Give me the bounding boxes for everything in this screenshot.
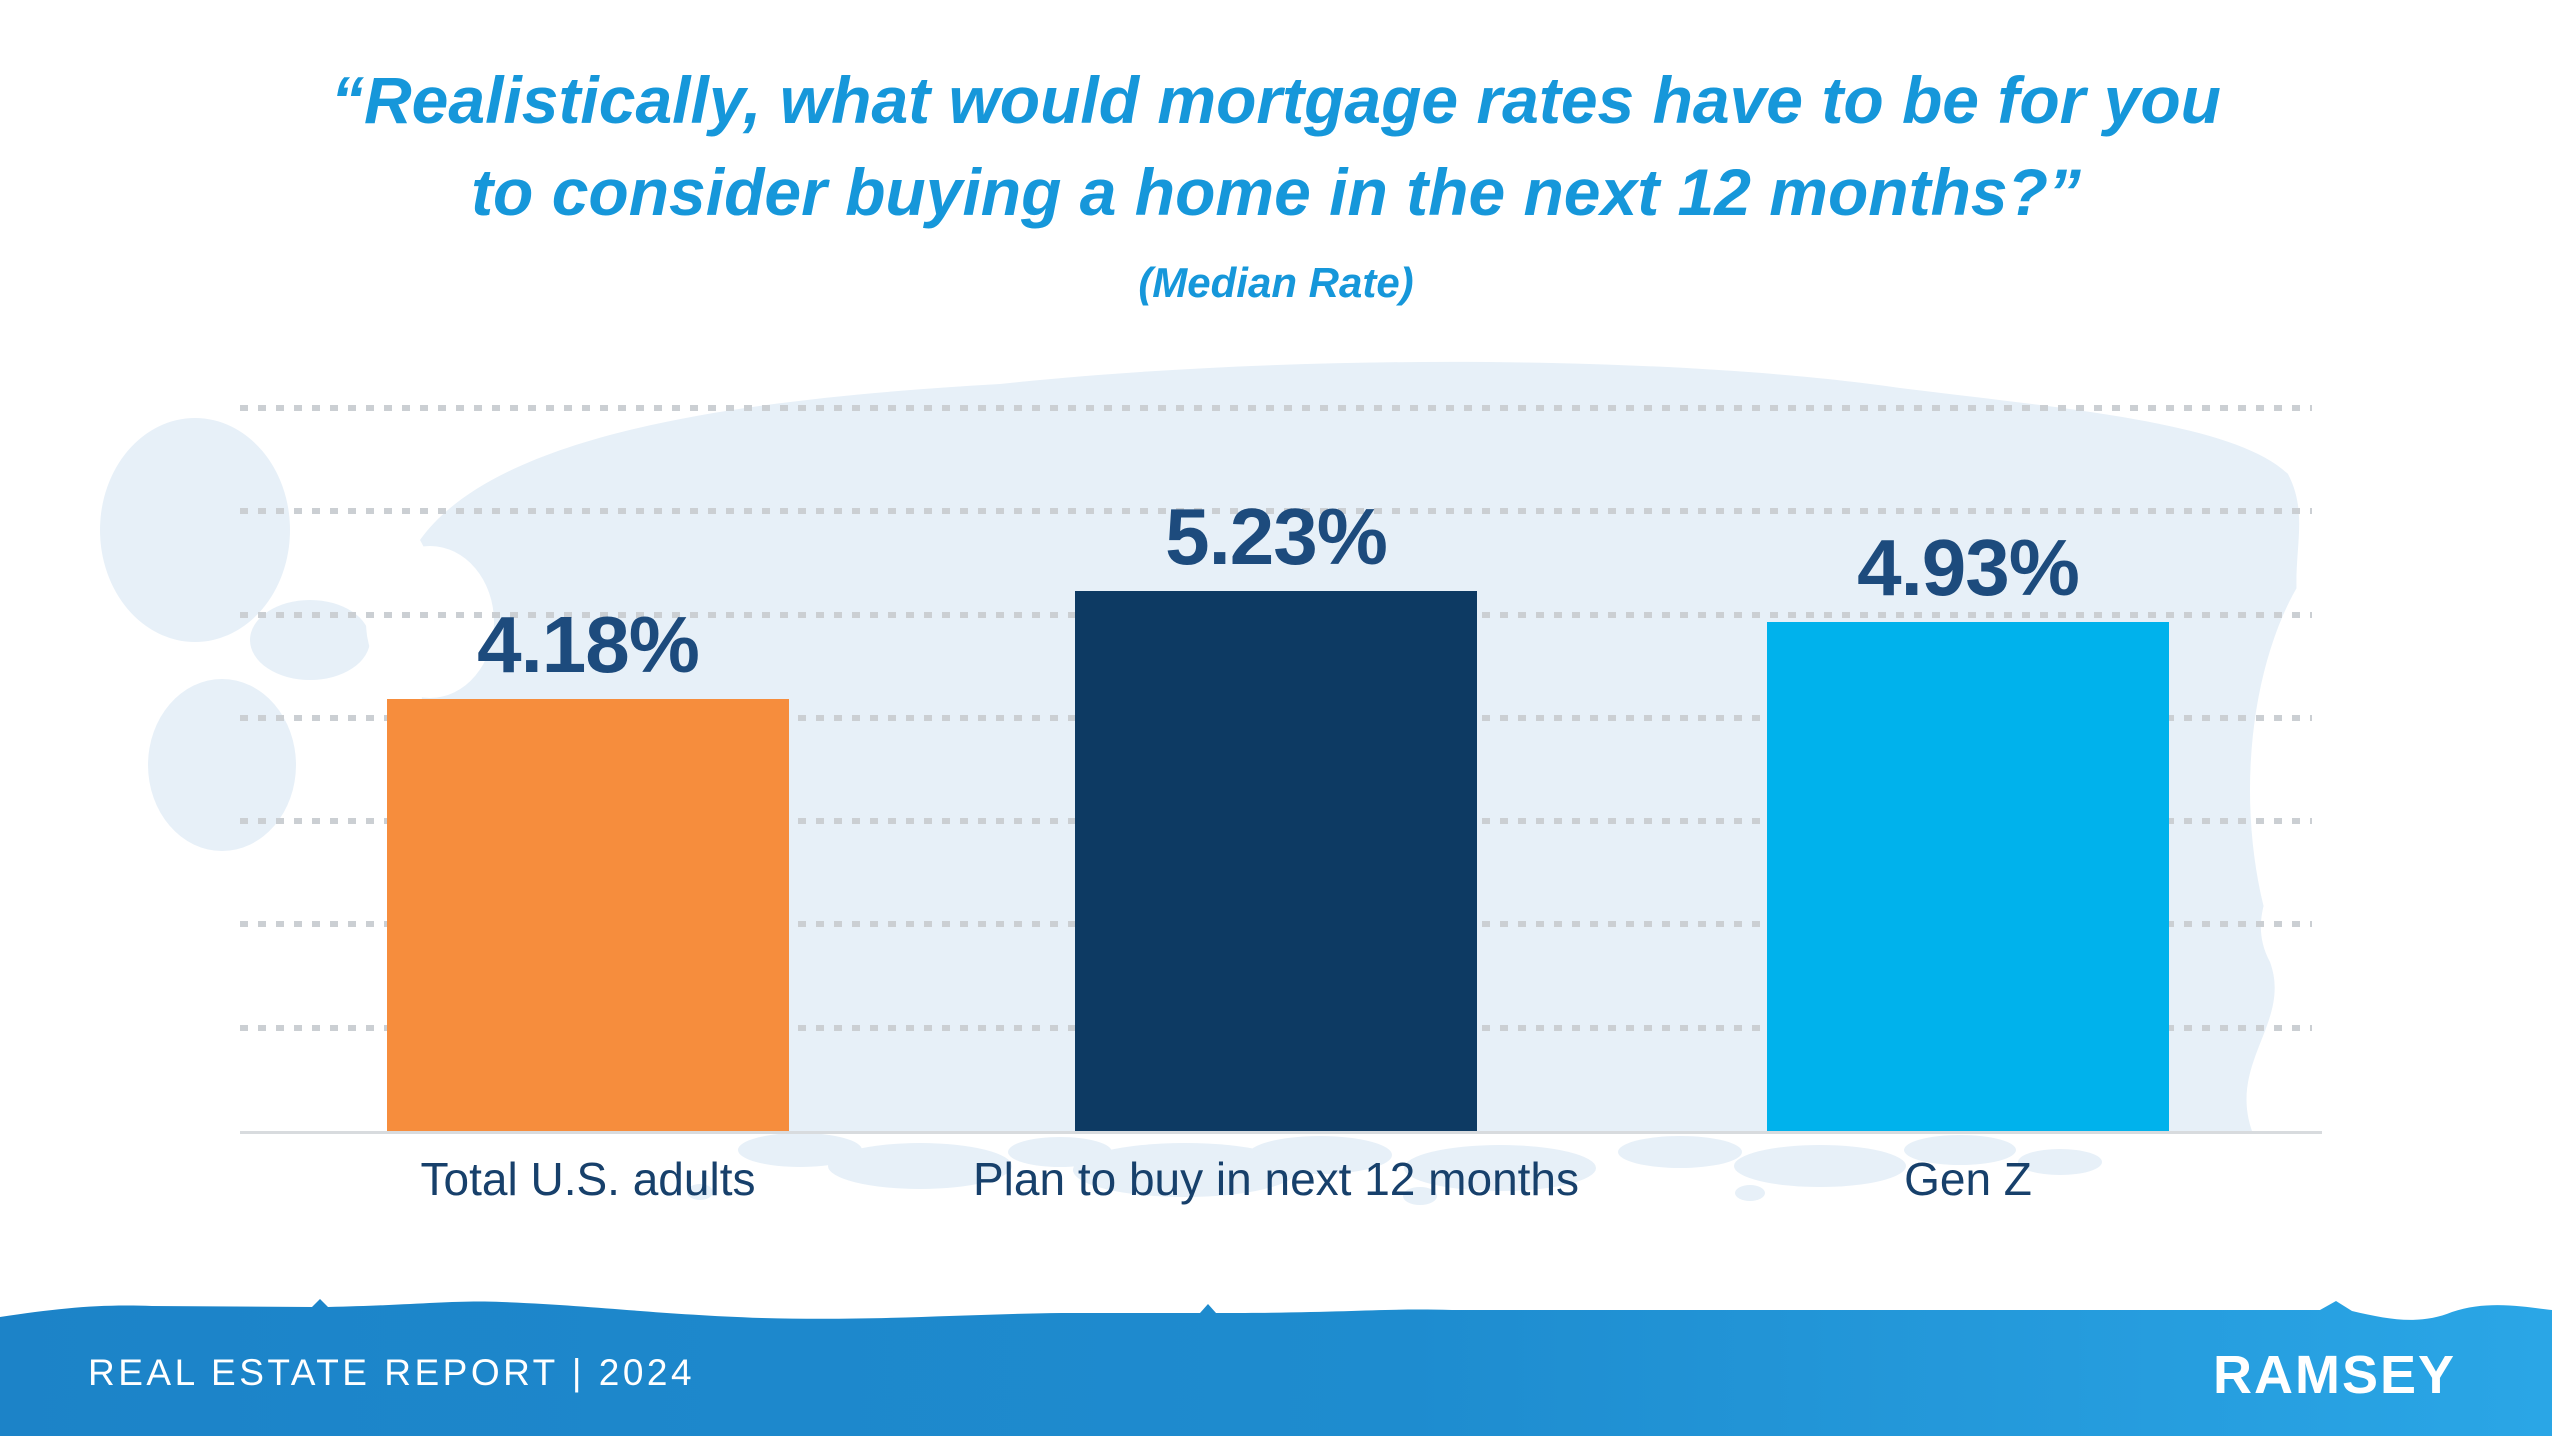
bar-value-label-total-u-s-adults: 4.18% (477, 600, 700, 690)
chart-baseline (240, 1131, 2322, 1134)
bar-category-label-total-u-s-adults: Total U.S. adults (420, 1153, 756, 1205)
chart-title-block: “Realistically, what would mortgage rate… (0, 54, 2552, 308)
chart-title-line-1: “Realistically, what would mortgage rate… (331, 63, 2221, 137)
bar-value-label-plan-to-buy-in-next-12-months: 5.23% (1165, 491, 1388, 581)
bar-value-label-gen-z: 4.93% (1857, 522, 2080, 612)
bar-gen-z (1767, 621, 2169, 1131)
gridline-7-percent (240, 404, 2312, 411)
chart-title-line-2: to consider buying a home in the next 12… (471, 155, 2081, 229)
chart-subtitle: (Median Rate) (1138, 259, 1414, 306)
gridline-6-percent (240, 508, 2312, 515)
bar-plan-to-buy-in-next-12-months (1075, 590, 1477, 1131)
bar-total-u-s-adults (387, 699, 789, 1131)
ramsey-logo: RAMSEY (2212, 1345, 2456, 1405)
bar-category-label-gen-z: Gen Z (1904, 1153, 2032, 1205)
bar-category-label-plan-to-buy-in-next-12-months: Plan to buy in next 12 months (972, 1153, 1580, 1205)
footer-report-label: REAL ESTATE REPORT | 2024 (88, 1352, 696, 1393)
